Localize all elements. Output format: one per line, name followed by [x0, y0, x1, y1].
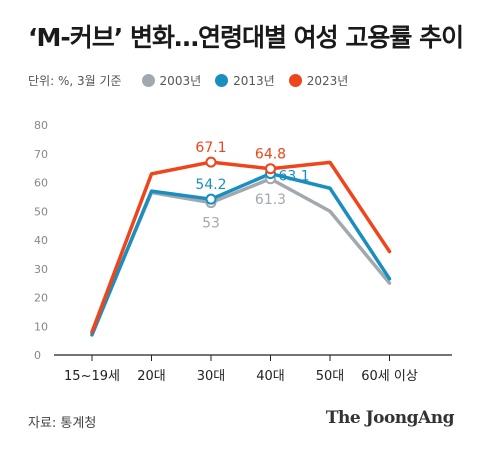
x-tick-label-4: 50대: [316, 369, 345, 384]
series-line-1: [90, 171, 392, 337]
legend: 단위: %, 3월 기준 2003년 2013년 2023년: [28, 72, 362, 89]
data-point-5: [265, 163, 276, 175]
brand-logo: The JoongAng: [325, 408, 455, 428]
y-tick-label-1: 10: [34, 320, 48, 333]
legend-item-2013: 2013년: [215, 72, 275, 89]
legend-dot-2023: [288, 74, 302, 87]
data-label-2: 54.2: [195, 177, 226, 193]
y-tick-label-3: 30: [34, 263, 48, 276]
legend-dot-2003: [141, 74, 155, 87]
x-tick-label-5: 60세 이상: [361, 369, 418, 384]
x-tick-label-0: 15~19세: [64, 369, 120, 384]
chart-title: ‘M-커브’ 변화…연령대별 여성 고용률 추이: [28, 23, 464, 52]
data-label-4: 67.1: [195, 140, 226, 156]
data-point-2: [205, 193, 217, 205]
x-tick-label-1: 20대: [137, 369, 166, 384]
data-label-5: 64.8: [255, 147, 286, 163]
legend-item-2003: 2003년: [141, 72, 202, 89]
y-tick-label-4: 40: [34, 234, 48, 247]
y-tick-label-0: 0: [34, 349, 41, 362]
y-tick-label-6: 60: [34, 177, 48, 190]
y-tick-label-2: 20: [34, 292, 48, 305]
legend-dot-2013: [215, 74, 229, 87]
data-label-1: 61.3: [255, 192, 286, 208]
legend-label-2023: 2023년: [306, 74, 349, 88]
y-tick-label-7: 70: [34, 148, 48, 161]
legend-label-2003: 2003년: [159, 74, 202, 88]
data-label-3: 63.1: [279, 169, 310, 185]
series-line-2: [90, 160, 392, 334]
data-label-0: 53: [202, 216, 220, 232]
legend-item-2023: 2023년: [288, 72, 349, 89]
x-tick-label-3: 40대: [256, 369, 285, 384]
x-tick-label-2: 30대: [197, 369, 226, 384]
series-line-0: [90, 177, 392, 336]
y-tick-label-5: 50: [34, 205, 48, 218]
unit-note: 단위: %, 3월 기준: [28, 74, 122, 88]
y-tick-label-8: 80: [34, 119, 48, 132]
data-point-4: [205, 156, 217, 168]
source-note: 자료: 통계청: [28, 416, 97, 431]
legend-label-2013: 2013년: [233, 74, 275, 88]
